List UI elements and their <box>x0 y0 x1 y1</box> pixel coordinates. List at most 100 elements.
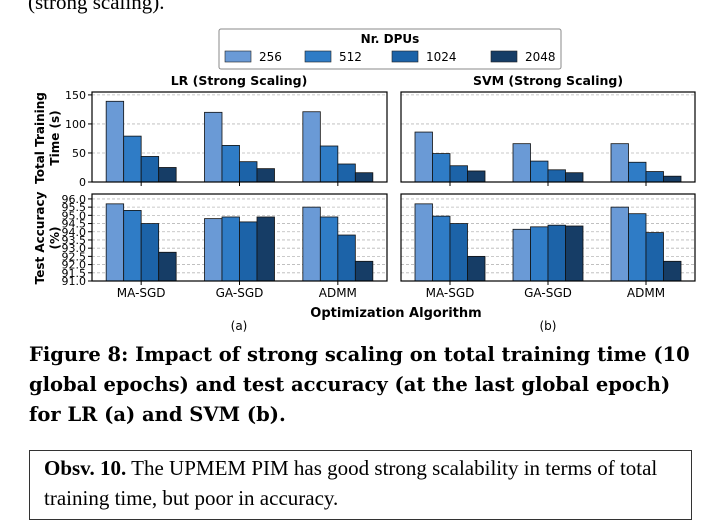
time-ylabel-line1: Total Training <box>33 92 47 184</box>
bar-MA-SGD-2048 <box>158 251 177 282</box>
bar-MA-SGD-2048 <box>467 170 486 183</box>
bar-GA-SGD-256 <box>204 218 223 282</box>
bar-GA-SGD-256 <box>512 143 531 183</box>
bar-ADMM-256 <box>610 143 629 183</box>
acc-ylabel-line2: (%) <box>48 227 62 250</box>
acc-ylabel-line1: Test Accuracy <box>33 191 47 284</box>
bar-ADMM-512 <box>319 145 339 183</box>
bar-MA-SGD-256 <box>105 100 125 183</box>
y-tick-label: 93.0 <box>62 242 87 255</box>
panel-frame <box>400 91 696 183</box>
x-tick-label: GA-SGD <box>524 286 572 300</box>
legend-title: Nr. DPUs <box>361 32 420 46</box>
preceding-text-fragment: (strong scaling). <box>28 0 165 14</box>
y-tick-label: 0 <box>79 176 86 189</box>
y-tick-label: 94.0 <box>62 226 87 239</box>
bar-GA-SGD-1024 <box>239 221 258 282</box>
bar-ADMM-512 <box>628 161 647 183</box>
bar-MA-SGD-1024 <box>449 165 468 183</box>
chart-panel-1: 0 50 100 150 <box>65 89 388 189</box>
lr-panel-title: LR (Strong Scaling) <box>171 73 308 88</box>
legend-label-256: 256 <box>259 50 282 64</box>
y-tick-label: 50 <box>72 147 86 160</box>
y-tick-label: 92.5 <box>62 250 87 263</box>
x-tick-label: MA-SGD <box>117 286 166 300</box>
legend-swatch-2048 <box>490 50 518 63</box>
panel-letter-b: (b) <box>540 319 557 333</box>
bar-ADMM-2048 <box>354 172 374 183</box>
bar-GA-SGD-512 <box>221 216 240 282</box>
bar-MA-SGD-2048 <box>467 255 486 282</box>
x-tick-label: ADMM <box>627 286 665 300</box>
bar-GA-SGD-512 <box>530 226 549 282</box>
y-tick-label: 96.0 <box>62 193 87 206</box>
x-tick-label: ADMM <box>319 286 357 300</box>
bar-MA-SGD-512 <box>432 153 451 183</box>
bar-GA-SGD-256 <box>204 111 223 183</box>
bar-ADMM-2048 <box>663 175 682 183</box>
legend-label-512: 512 <box>339 50 362 64</box>
bar-ADMM-1024 <box>337 234 356 282</box>
bar-MA-SGD-1024 <box>449 223 468 282</box>
x-tick-label: GA-SGD <box>216 286 264 300</box>
bar-GA-SGD-1024 <box>547 169 566 183</box>
y-tick-label: 95.5 <box>62 201 87 214</box>
bar-MA-SGD-2048 <box>158 167 177 183</box>
bar-GA-SGD-1024 <box>239 161 258 183</box>
bar-ADMM-512 <box>319 216 339 282</box>
chart-panel-3: 91.091.592.092.593.093.594.094.595.095.5… <box>62 193 388 300</box>
bar-MA-SGD-256 <box>414 203 433 282</box>
y-tick-label: 95.0 <box>62 209 87 222</box>
bar-GA-SGD-512 <box>530 160 549 183</box>
bar-ADMM-256 <box>610 206 629 282</box>
legend-label-1024: 1024 <box>426 50 457 64</box>
svm-panel-title: SVM (Strong Scaling) <box>473 73 623 88</box>
observation-box: Obsv. 10. The UPMEM PIM has good strong … <box>29 450 692 520</box>
observation-text: The UPMEM PIM has good strong scalabilit… <box>44 456 658 510</box>
legend-box <box>218 28 562 70</box>
legend-swatch-256 <box>224 50 252 63</box>
bar-MA-SGD-1024 <box>140 156 160 183</box>
strong-scaling-figure: Nr. DPUs 256 512 1024 2048 LR (Strong Scali… <box>33 28 696 333</box>
bar-MA-SGD-256 <box>105 203 125 282</box>
bar-ADMM-2048 <box>354 260 374 282</box>
bar-MA-SGD-512 <box>123 135 142 183</box>
bar-ADMM-1024 <box>645 171 664 183</box>
legend: Nr. DPUs 256 512 1024 2048 <box>218 28 562 70</box>
bar-MA-SGD-1024 <box>140 223 160 282</box>
legend-swatch-512 <box>304 50 332 63</box>
bar-GA-SGD-2048 <box>565 172 584 183</box>
bar-GA-SGD-2048 <box>256 168 275 183</box>
y-tick-label: 91.0 <box>62 275 87 288</box>
panel-frame <box>400 193 696 282</box>
bar-ADMM-1024 <box>645 232 664 282</box>
legend-swatch-1024 <box>391 50 419 63</box>
bar-MA-SGD-256 <box>414 131 433 183</box>
y-tick-label: 93.5 <box>62 234 87 247</box>
y-tick-label: 100 <box>65 118 86 131</box>
time-ylabel-line2: Time (s) <box>48 110 62 165</box>
bar-GA-SGD-1024 <box>547 224 566 282</box>
chart-panel-4: MA-SGD GA-SGD ADMM <box>400 193 696 300</box>
y-tick-label: 92.0 <box>62 259 87 272</box>
y-tick-label: 91.5 <box>62 267 87 280</box>
observation-label: Obsv. 10. <box>44 456 127 480</box>
bar-GA-SGD-2048 <box>565 225 584 282</box>
legend-label-2048: 2048 <box>525 50 556 64</box>
bar-GA-SGD-256 <box>512 228 531 282</box>
y-tick-label: 94.5 <box>62 218 87 231</box>
x-axis-label: Optimization Algorithm <box>310 306 481 321</box>
bar-ADMM-2048 <box>663 260 682 282</box>
chart-panel-2 <box>400 91 696 186</box>
panel-frame <box>91 91 388 183</box>
bar-MA-SGD-512 <box>432 215 451 282</box>
bar-MA-SGD-512 <box>123 210 142 282</box>
x-tick-label: MA-SGD <box>426 286 475 300</box>
bar-ADMM-1024 <box>337 163 356 183</box>
bar-GA-SGD-2048 <box>256 216 275 282</box>
bar-ADMM-512 <box>628 213 647 282</box>
panel-frame <box>91 193 388 282</box>
bar-ADMM-256 <box>302 111 321 183</box>
figure-caption: Figure 8: Impact of strong scaling on to… <box>29 343 690 426</box>
y-tick-label: 150 <box>65 89 86 102</box>
